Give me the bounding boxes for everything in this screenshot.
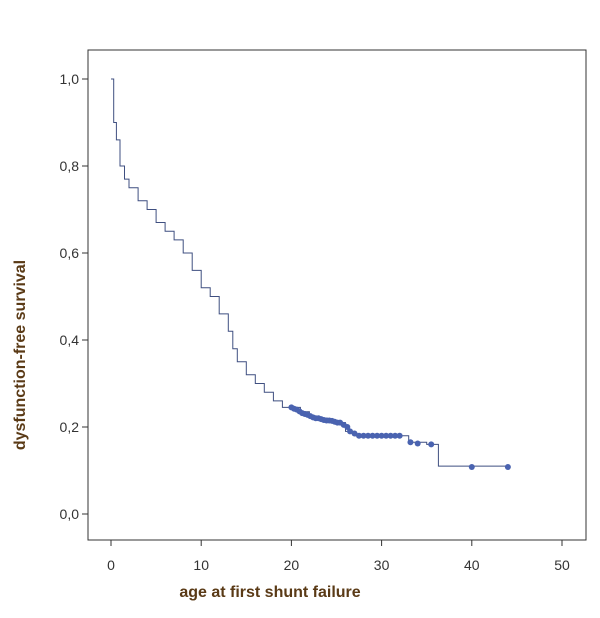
y-tick-label: 0,2	[60, 419, 80, 435]
x-axis-title: age at first shunt failure	[179, 584, 361, 601]
survival-curve	[111, 78, 508, 467]
censor-mark	[374, 432, 381, 439]
y-axis-title: dysfunction-free survival	[12, 259, 29, 451]
x-tick-label: 10	[193, 557, 209, 573]
y-tick-label: 0,8	[60, 158, 80, 174]
censor-mark	[396, 432, 403, 439]
y-tick-label: 0,0	[60, 506, 80, 522]
censor-mark	[387, 432, 394, 439]
censor-mark	[414, 440, 421, 447]
censor-mark	[344, 424, 351, 430]
censor-mark	[392, 432, 399, 439]
plot-frame	[87, 49, 587, 541]
censor-mark	[468, 464, 475, 471]
censor-mark	[369, 432, 376, 439]
censor-mark	[378, 432, 385, 439]
series-layer	[111, 78, 508, 467]
x-tick-label: 20	[284, 557, 300, 573]
censor-mark	[347, 428, 354, 435]
censor-mark	[356, 432, 363, 439]
censor-layer	[288, 404, 511, 471]
censor-mark	[428, 441, 435, 448]
y-axis: 0,0 0,2 0,4 0,6 0,8 1,0	[60, 71, 88, 522]
y-tick-label: 0,6	[60, 245, 80, 261]
censor-mark	[360, 432, 367, 439]
x-tick-label: 50	[554, 557, 570, 573]
censor-mark	[504, 464, 511, 471]
censor-mark	[383, 432, 390, 439]
x-tick-label: 0	[107, 557, 115, 573]
y-tick-label: 0,4	[60, 332, 80, 348]
censor-mark	[365, 432, 372, 439]
y-tick-label: 1,0	[60, 71, 80, 87]
censor-mark	[351, 430, 358, 437]
x-axis: 0 10 20 30 40 50	[107, 540, 570, 573]
censor-mark	[407, 439, 414, 446]
x-tick-label: 40	[464, 557, 480, 573]
x-tick-label: 30	[374, 557, 390, 573]
